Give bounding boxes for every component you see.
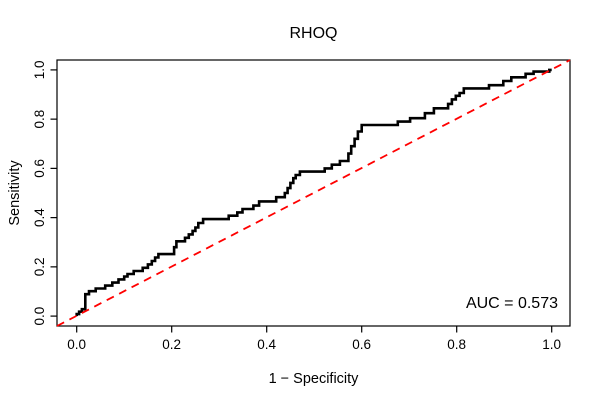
x-tick-label: 1.0 <box>542 337 561 352</box>
y-tick-label: 0.0 <box>32 307 47 326</box>
x-tick-label: 0.6 <box>352 337 371 352</box>
y-axis-ticks: 0.0 0.2 0.4 0.6 0.8 1.0 <box>32 61 57 326</box>
x-axis-ticks: 0.0 0.2 0.4 0.6 0.8 1.0 <box>67 326 561 352</box>
x-tick-label: 0.4 <box>257 337 276 352</box>
auc-annotation: AUC = 0.573 <box>466 295 558 312</box>
plot-border <box>56 59 571 327</box>
y-tick-label: 1.0 <box>32 61 47 80</box>
y-tick-label: 0.2 <box>32 257 47 276</box>
y-axis-label: Sensitivity <box>7 160 23 226</box>
chart-title: RHOQ <box>290 25 338 42</box>
y-tick-label: 0.6 <box>32 159 47 178</box>
roc-curve-line <box>75 68 552 317</box>
x-tick-label: 0.2 <box>162 337 181 352</box>
y-tick-label: 0.4 <box>32 208 47 227</box>
chart-series <box>56 59 571 327</box>
x-axis-label: 1 − Specificity <box>269 371 360 387</box>
x-tick-label: 0.0 <box>67 337 86 352</box>
x-tick-label: 0.8 <box>447 337 466 352</box>
chance-diagonal-line <box>56 59 571 327</box>
y-tick-label: 0.8 <box>32 110 47 129</box>
